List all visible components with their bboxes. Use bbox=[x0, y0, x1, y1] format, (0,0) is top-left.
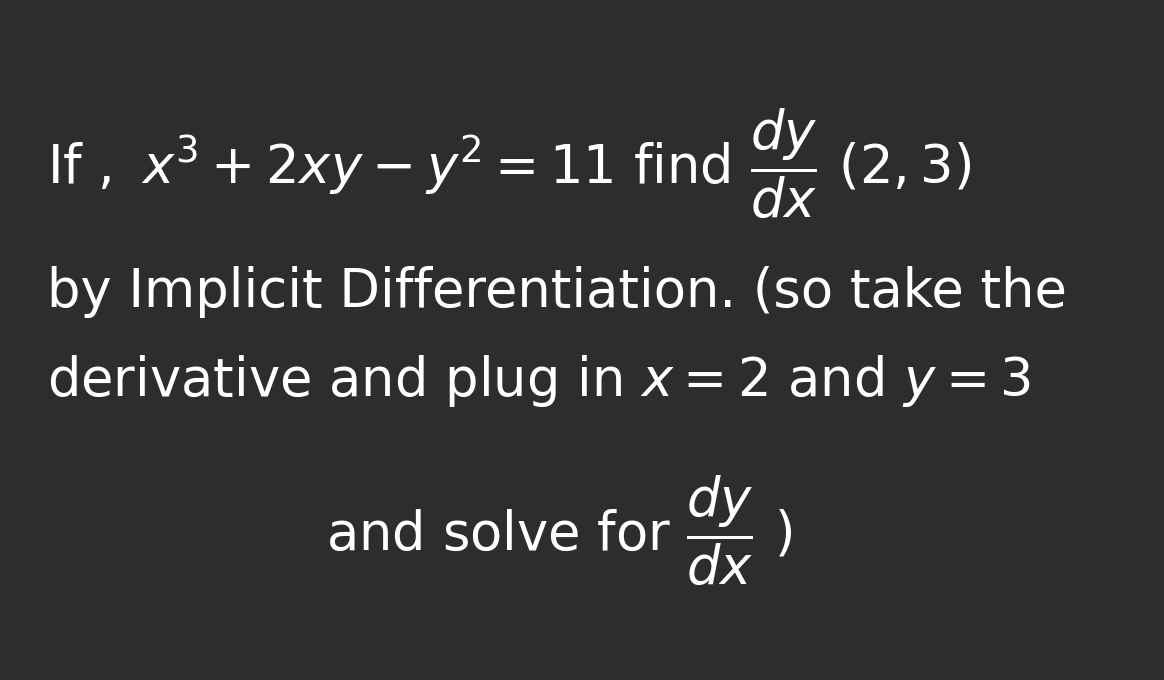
Text: If $,\ x^3 + 2xy - y^2 = 11$ find $\dfrac{dy}{dx}\ (2,3)$: If $,\ x^3 + 2xy - y^2 = 11$ find $\dfra… bbox=[47, 106, 971, 220]
Text: by Implicit Differentiation. (so take the: by Implicit Differentiation. (so take th… bbox=[47, 267, 1066, 318]
Text: derivative and plug in $x = 2$ and $y = 3$: derivative and plug in $x = 2$ and $y = … bbox=[47, 353, 1030, 409]
Text: and solve for $\dfrac{dy}{dx}\ )$: and solve for $\dfrac{dy}{dx}\ )$ bbox=[326, 473, 793, 588]
